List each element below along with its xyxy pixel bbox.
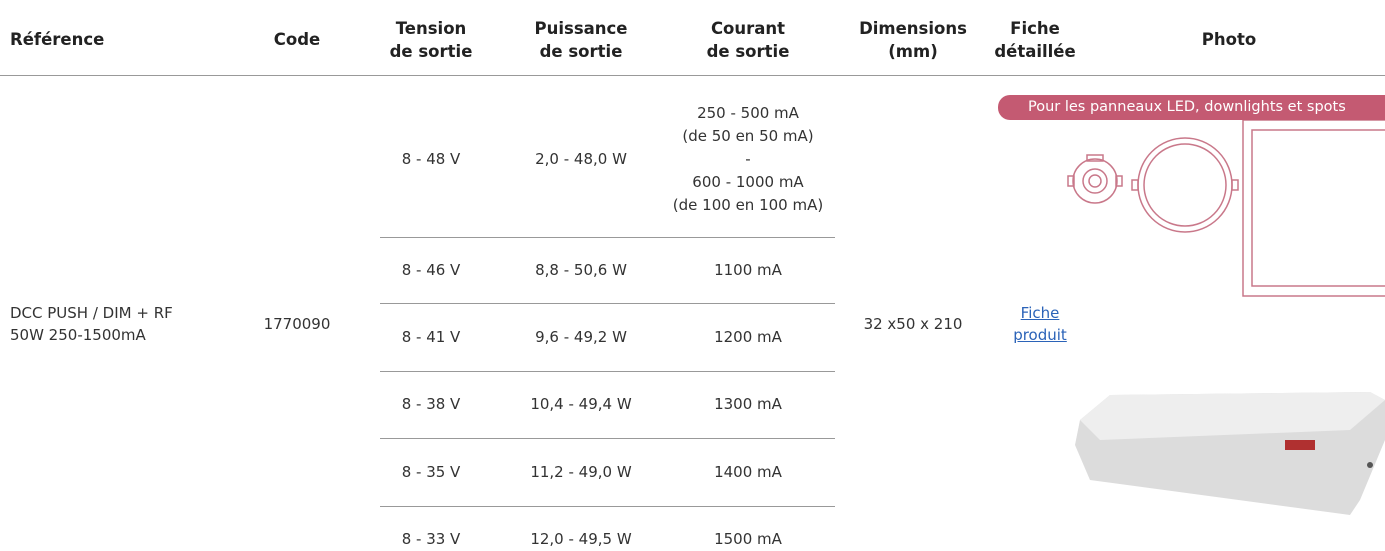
column-header: de sortie xyxy=(706,41,790,61)
output-current: (de 100 en 100 mA) xyxy=(672,196,824,214)
product-sheet-link[interactable]: Fiche xyxy=(1020,304,1060,322)
output-current: 600 - 1000 mA xyxy=(692,173,804,191)
output-current: - xyxy=(745,150,751,168)
output-power: 10,4 - 49,4 W xyxy=(530,395,632,413)
column-header: Puissance xyxy=(534,18,628,38)
column-header: (mm) xyxy=(888,41,938,61)
output-current: 1300 mA xyxy=(714,395,782,413)
output-power: 8,8 - 50,6 W xyxy=(535,261,627,279)
column-header: Code xyxy=(273,30,321,49)
output-current: (de 50 en 50 mA) xyxy=(682,127,814,145)
output-current: 1500 mA xyxy=(714,530,782,548)
output-current: 1200 mA xyxy=(714,328,782,346)
output-power: 11,2 - 49,0 W xyxy=(530,463,632,481)
code: 1770090 xyxy=(263,315,331,333)
row-separator xyxy=(380,438,835,439)
output-power: 9,6 - 49,2 W xyxy=(535,328,627,346)
column-header: Photo xyxy=(1201,30,1257,49)
column-header: Fiche xyxy=(1010,18,1060,38)
row-separator xyxy=(380,303,835,304)
reference: 50W 250-1500mA xyxy=(10,326,146,344)
product-sheet-link[interactable]: produit xyxy=(1013,326,1067,344)
output-voltage: 8 - 38 V xyxy=(401,395,461,413)
photo-caption: Pour les panneaux LED, downlights et spo… xyxy=(998,95,1385,120)
column-header: Courant xyxy=(710,18,786,38)
output-power: 12,0 - 49,5 W xyxy=(530,530,632,548)
output-voltage: 8 - 48 V xyxy=(401,150,461,168)
output-voltage: 8 - 41 V xyxy=(401,328,461,346)
header-rule xyxy=(0,75,1385,76)
reference: DCC PUSH / DIM + RF xyxy=(10,304,173,322)
row-separator xyxy=(380,371,835,372)
output-current: 1100 mA xyxy=(714,261,782,279)
dimensions: 32 x50 x 210 xyxy=(863,315,963,333)
column-header: détaillée xyxy=(994,41,1076,61)
column-header: de sortie xyxy=(539,41,623,61)
output-current: 250 - 500 mA xyxy=(697,104,799,122)
output-voltage: 8 - 33 V xyxy=(401,530,461,548)
column-header: Tension xyxy=(395,18,467,38)
column-header: Dimensions xyxy=(859,18,967,38)
row-separator xyxy=(380,506,835,507)
output-voltage: 8 - 46 V xyxy=(401,261,461,279)
output-current: 1400 mA xyxy=(714,463,782,481)
row-separator xyxy=(380,237,835,238)
output-voltage: 8 - 35 V xyxy=(401,463,461,481)
column-header: Référence xyxy=(10,30,105,49)
output-power: 2,0 - 48,0 W xyxy=(535,150,627,168)
column-header: de sortie xyxy=(389,41,473,61)
